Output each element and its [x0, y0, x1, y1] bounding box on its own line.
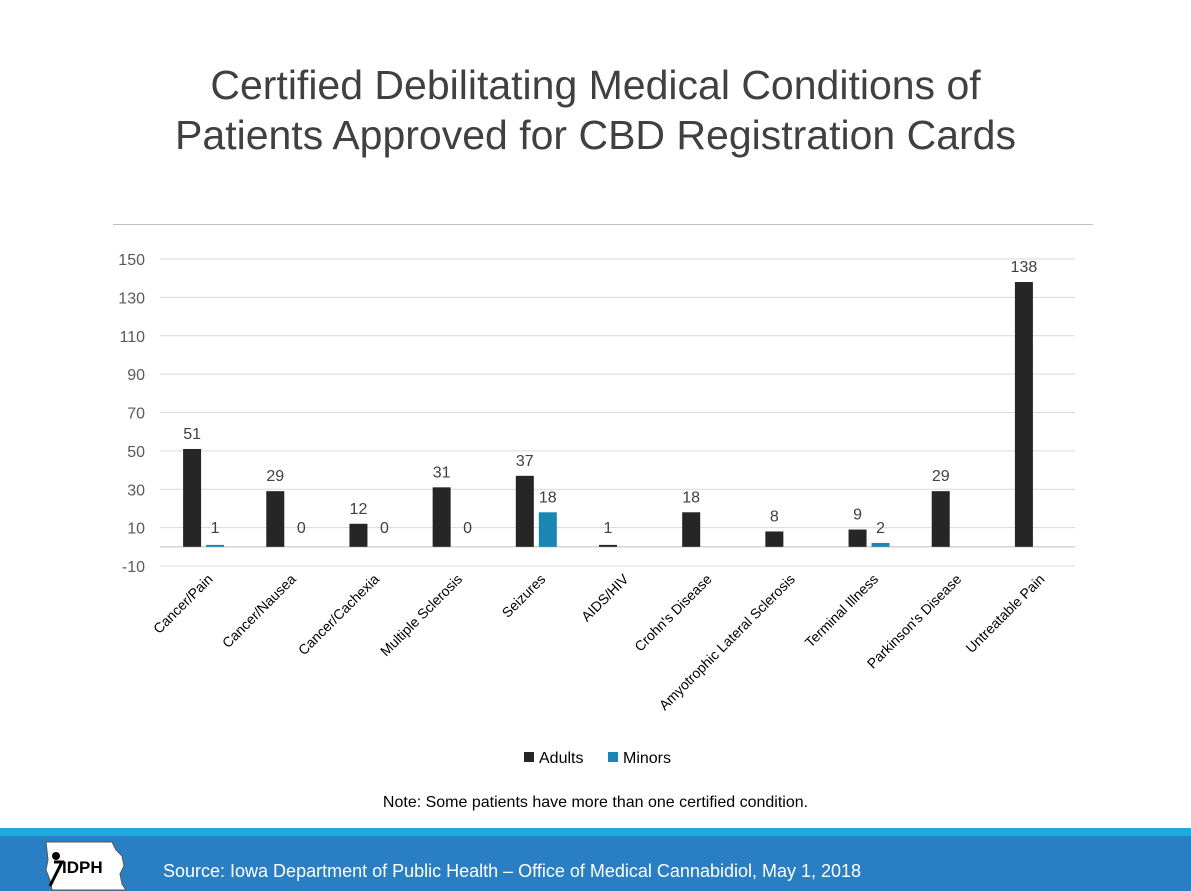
title-divider: [113, 224, 1093, 225]
data-label: 1: [211, 520, 220, 537]
data-label: 12: [350, 501, 368, 518]
y-tick-label: 150: [118, 252, 145, 269]
bar-adults: [682, 512, 701, 547]
y-tick-label: 130: [118, 290, 145, 307]
y-tick-label: -10: [122, 559, 145, 576]
slide-title: Certified Debilitating Medical Condition…: [0, 60, 1191, 160]
data-label: 0: [380, 520, 389, 537]
data-label: 2: [876, 520, 885, 537]
title-line-1: Certified Debilitating Medical Condition…: [210, 62, 981, 108]
bar-adults: [1014, 282, 1033, 547]
x-tick-label: Multiple Sclerosis: [377, 571, 465, 659]
bar-minors: [538, 512, 557, 547]
bar-adults: [266, 491, 285, 547]
footer-stripe: [0, 828, 1191, 836]
bar-adults: [515, 475, 534, 547]
x-tick-label: Seizures: [499, 571, 549, 621]
x-tick-label: Amyotrophic Lateral Sclerosis: [656, 571, 798, 713]
bar-chart: -101030507090110130150511Cancer/Pain290C…: [118, 252, 1075, 767]
bar-minors: [206, 544, 225, 547]
bar-minors: [871, 542, 890, 547]
bar-adults: [765, 531, 784, 547]
y-tick-label: 10: [127, 521, 145, 538]
bar-adults: [432, 487, 451, 547]
x-tick-label: Terminal Illness: [802, 571, 882, 651]
x-tick-label: AIDS/HIV: [578, 570, 632, 624]
x-tick-label: Cancer/Pain: [150, 571, 216, 637]
data-label: 9: [853, 507, 862, 524]
legend-label: Adults: [539, 750, 583, 767]
bar-adults: [599, 544, 617, 547]
y-tick-label: 30: [127, 482, 145, 499]
data-label: 37: [516, 453, 534, 470]
y-tick-label: 50: [127, 444, 145, 461]
y-tick-label: 90: [127, 367, 145, 384]
title-line-2: Patients Approved for CBD Registration C…: [175, 112, 1016, 158]
data-label: 31: [433, 464, 451, 481]
footer-bar: [0, 836, 1191, 891]
data-label: 1: [604, 520, 613, 537]
y-tick-label: 70: [127, 406, 145, 423]
data-label: 29: [932, 468, 950, 485]
bar-adults: [931, 491, 950, 547]
x-tick-label: Untreatable Pain: [962, 571, 1047, 656]
idph-logo: IDPH: [45, 841, 127, 891]
bar-adults: [848, 529, 867, 547]
bar-adults: [349, 523, 368, 547]
data-label: 51: [183, 426, 201, 443]
legend-swatch-minors: [608, 752, 618, 762]
chart-note: Note: Some patients have more than one c…: [382, 794, 809, 811]
data-label: 18: [539, 489, 557, 506]
legend-swatch-adults: [524, 752, 534, 762]
data-label: 138: [1011, 259, 1038, 276]
x-tick-label: Crohn's Disease: [631, 571, 715, 655]
source-text: Source: Iowa Department of Public Health…: [163, 861, 862, 881]
legend-label: Minors: [623, 750, 671, 767]
bar-adults: [183, 448, 202, 547]
x-tick-label: Cancer/Cachexia: [295, 571, 382, 658]
x-tick-label: Parkinson's Disease: [864, 571, 965, 672]
y-tick-label: 110: [119, 329, 145, 346]
data-label: 8: [770, 508, 779, 525]
x-tick-label: Cancer/Nausea: [219, 571, 299, 651]
data-label: 29: [266, 468, 284, 485]
svg-text:IDPH: IDPH: [62, 858, 103, 877]
data-label: 0: [297, 520, 306, 537]
data-label: 18: [682, 489, 700, 506]
data-label: 0: [463, 520, 472, 537]
